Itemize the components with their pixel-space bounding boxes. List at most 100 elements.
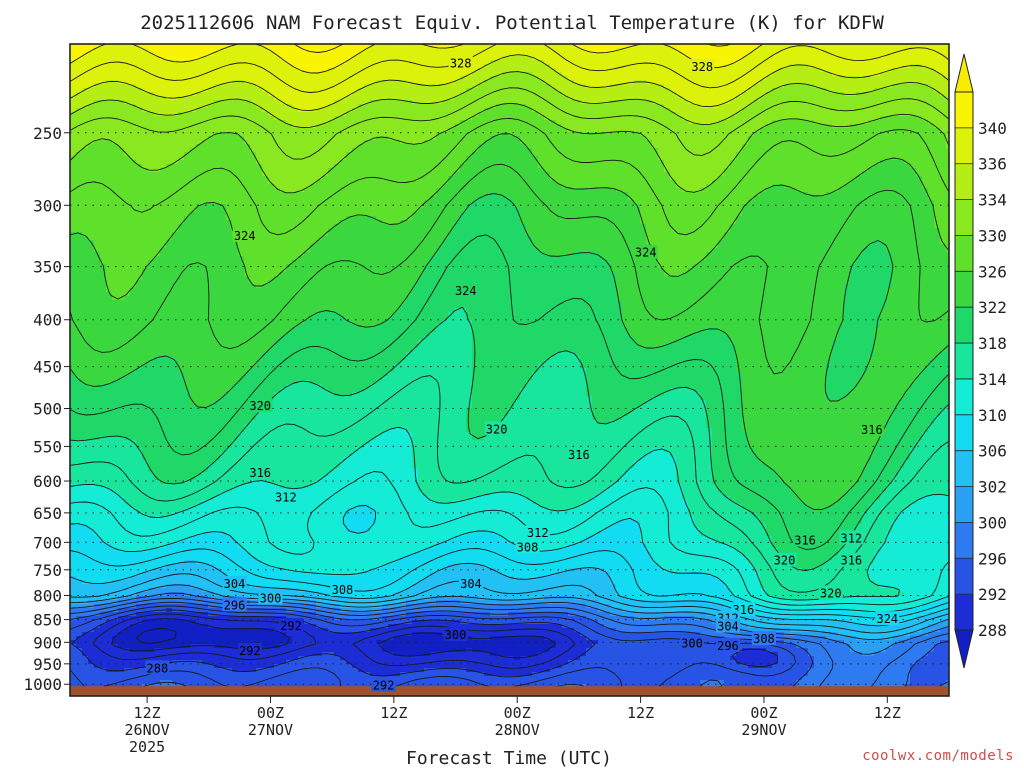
contour-label: 300 [445, 628, 467, 642]
contour-label: 292 [239, 644, 261, 658]
colorbar-segment [955, 163, 973, 201]
contour-290 [92, 613, 576, 669]
contour-label-bg [222, 575, 247, 590]
contour-label-bg [875, 611, 900, 626]
colorbar-top-arrow [954, 53, 974, 93]
contour-label-bg [222, 597, 247, 612]
colorbar-tick-label: 292 [978, 585, 1007, 604]
colorbar: 288 292 296 300 302 306 310 314 318 322 326 330 334 3… [954, 53, 1007, 669]
contour-label-bg [566, 447, 591, 462]
contour-label-bg [145, 660, 170, 675]
x-tick-label: 00Z [750, 704, 777, 722]
contour-label: 304 [460, 577, 482, 591]
x-tick-label: 12Z [874, 704, 901, 722]
colorbar-tick-label: 288 [978, 621, 1007, 640]
y-tick-label: 750 [33, 561, 62, 580]
contour-label-bg [839, 552, 864, 567]
x-tick-label: 27NOV [248, 721, 293, 739]
x-tick-label: 12Z [627, 704, 654, 722]
contour-label-bg [232, 227, 257, 242]
contour-300 [70, 592, 949, 655]
contour-label-bg [453, 282, 478, 297]
colorbar-tick-label: 334 [978, 191, 1007, 210]
colorbar-tick-label: 300 [978, 513, 1007, 532]
y-tick-label: 900 [33, 633, 62, 652]
y-tick-label: 550 [33, 437, 62, 456]
contour-label: 324 [455, 284, 477, 298]
contour-label: 324 [635, 246, 657, 260]
colorbar-segment [955, 343, 973, 380]
contour-label: 312 [275, 490, 297, 504]
y-tick-label: 500 [33, 400, 62, 419]
contour-label: 316 [840, 554, 862, 568]
contour-label: 316 [861, 423, 883, 437]
contour-label-bg [515, 539, 540, 554]
colorbar-segment [955, 271, 973, 308]
plot-frame [69, 43, 950, 697]
contour-label-bg [248, 464, 273, 479]
x-tick-label: 00Z [504, 704, 531, 722]
x-tick-label: 2025 [129, 738, 165, 756]
contour-338 [70, 44, 949, 93]
contour-label: 316 [568, 448, 590, 462]
contour-label: 320 [249, 399, 271, 413]
contour-label-bg [792, 532, 818, 547]
contour-label: 292 [373, 678, 395, 692]
contour-label: 324 [234, 229, 256, 243]
colorbar-segment [955, 378, 973, 416]
x-tick-label: 00Z [257, 704, 284, 722]
contour-286 [135, 628, 177, 644]
contour-label: 308 [517, 540, 539, 554]
colorbar-bottom-arrow [954, 629, 974, 669]
x-tick-label: 12Z [134, 704, 161, 722]
contour-label: 312 [840, 531, 862, 545]
y-tick-label: 450 [33, 358, 62, 377]
x-tick-label: 12Z [380, 704, 407, 722]
colorbar-segment [955, 558, 973, 595]
contour-314 [70, 426, 949, 601]
y-tick-label: 250 [33, 124, 62, 143]
contour-328 [70, 117, 949, 236]
colorbar-segment [955, 92, 973, 129]
contour-322 [70, 193, 949, 510]
colorbar-segment [955, 594, 973, 631]
contour-label-bg [448, 55, 473, 70]
y-tick-label: 650 [33, 504, 62, 523]
x-axis-title: Forecast Time (UTC) [406, 748, 612, 768]
contour-label: 316 [794, 534, 816, 548]
colorbar-segment [955, 414, 973, 452]
y-tick-label: 800 [33, 586, 62, 605]
colorbar-segment [955, 235, 973, 272]
contour-label: 300 [260, 591, 282, 605]
contour-label-bg [443, 627, 468, 642]
contour-label: 320 [774, 554, 796, 568]
contour-label: 320 [486, 422, 508, 436]
contour-label: 320 [820, 586, 842, 600]
contour-label: 296 [717, 639, 739, 653]
x-tick-label: 29NOV [741, 721, 786, 739]
contour-label-bg [859, 422, 884, 437]
chart-title: 2025112606 NAM Forecast Equiv. Potential… [140, 12, 884, 34]
colorbar-tick-label: 306 [978, 442, 1007, 461]
y-tick-label: 600 [33, 472, 62, 491]
contour-label-bg [772, 552, 797, 567]
contour-label-bg [715, 618, 741, 633]
colorbar-segment [955, 450, 973, 488]
contour-332 [70, 87, 949, 160]
contour-label-bg [258, 590, 283, 605]
x-tick-label: 28NOV [495, 721, 540, 739]
contour-label-bg [330, 581, 355, 596]
contour-label: 304 [717, 620, 739, 634]
colorbar-tick-label: 318 [978, 334, 1007, 353]
contour-label-bg [715, 637, 741, 652]
contour-label-bg [278, 618, 304, 633]
y-tick-label: 350 [33, 258, 62, 277]
contour-320 [70, 234, 949, 550]
colorbar-tick-label: 336 [978, 155, 1007, 174]
contour-label-bg [273, 489, 298, 504]
contour-label-bg [458, 575, 484, 590]
colorbar-tick-label: 340 [978, 119, 1007, 138]
y-tick-label: 1000 [23, 675, 62, 694]
contour-312 [70, 471, 949, 606]
